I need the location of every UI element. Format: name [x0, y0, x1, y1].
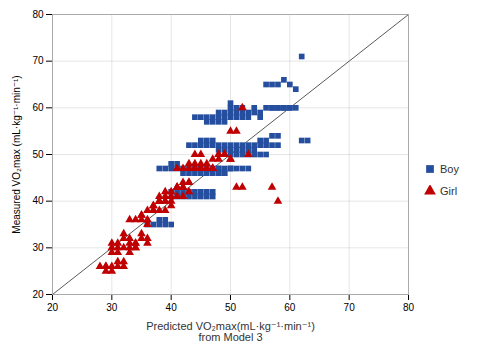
svg-text:Measured VO₂max (mL·kg⁻¹·min⁻¹: Measured VO₂max (mL·kg⁻¹·min⁻¹): [11, 75, 22, 233]
svg-text:80: 80: [403, 302, 415, 313]
svg-text:Predicted VO₂max(mL·kg⁻¹·min⁻¹: Predicted VO₂max(mL·kg⁻¹·min⁻¹)from Mode…: [146, 320, 315, 343]
svg-text:40: 40: [32, 195, 44, 206]
html-text:Girl: Girl: [440, 185, 458, 197]
svg-text:20: 20: [47, 302, 59, 313]
svg-text:40: 40: [166, 302, 178, 313]
svg-text:20: 20: [32, 289, 44, 300]
svg-text:80: 80: [32, 9, 44, 20]
svg-text:50: 50: [32, 149, 44, 160]
svg-text:60: 60: [32, 102, 44, 113]
svg-text:30: 30: [32, 242, 44, 253]
svg-text:50: 50: [225, 302, 237, 313]
svg-text:70: 70: [344, 302, 356, 313]
svg-text:60: 60: [284, 302, 296, 313]
svg-text:70: 70: [32, 55, 44, 66]
svg-text:30: 30: [106, 302, 118, 313]
html-text:Boy: Boy: [440, 163, 459, 175]
